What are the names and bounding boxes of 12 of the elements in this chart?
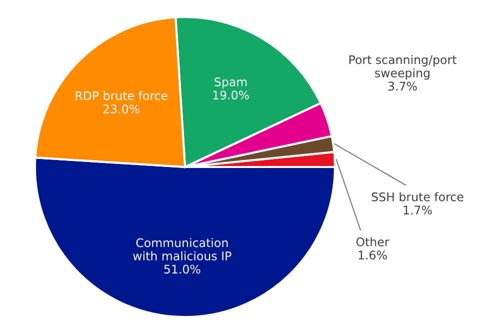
slice-label: Communication with malicious IP xyxy=(133,238,232,260)
data-label: 1.6% xyxy=(358,250,387,260)
data-label: 19.0% xyxy=(213,90,249,100)
data-label: 1.7% xyxy=(404,206,432,215)
data-label: 23.0% xyxy=(103,104,140,114)
data-label: 51.0% xyxy=(164,264,200,274)
slice-label: SSH brute force xyxy=(372,192,464,202)
data-label: 3.7% xyxy=(388,82,417,91)
slice-label: Spam xyxy=(214,77,247,89)
slice-label: Port scanning/port sweeping xyxy=(349,55,456,80)
slice-label: RDP brute force xyxy=(76,91,168,100)
slice-label: Other xyxy=(356,237,390,246)
